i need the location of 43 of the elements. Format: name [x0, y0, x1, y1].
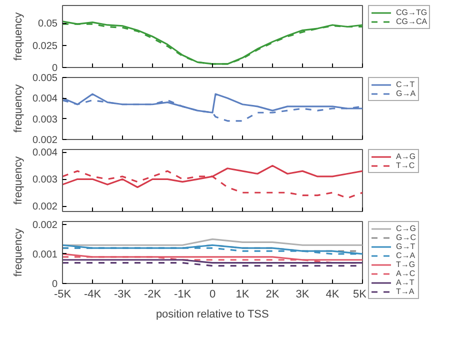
- y-tick-label: 0.002: [32, 135, 58, 146]
- legend-label: CG→CA: [396, 17, 428, 26]
- x-tick-label: -5K: [54, 288, 72, 300]
- y-tick-label: 0.004: [32, 148, 58, 159]
- y-tick-label: 0.004: [32, 94, 58, 105]
- y-tick-label: 0.005: [32, 73, 58, 84]
- y-tick-label: 0.001: [32, 249, 58, 260]
- x-tick-label: -2K: [144, 288, 162, 300]
- legend-label: C→T: [396, 80, 416, 89]
- legend-label: C→G: [396, 224, 416, 233]
- x-tick-label: -3K: [114, 288, 132, 300]
- y-axis-title: frequency: [12, 84, 24, 133]
- legend-label: G→C: [396, 233, 416, 242]
- x-tick-label: 0: [209, 288, 216, 300]
- legend-label: A→T: [396, 278, 416, 287]
- x-axis-title: position relative to TSS: [156, 308, 269, 320]
- x-tick-label: 1K: [236, 288, 250, 300]
- y-tick-label: 0.002: [32, 220, 58, 231]
- y-tick-label: 0.003: [32, 174, 58, 186]
- legend-label: G→A: [396, 89, 416, 98]
- y-axis-title: frequency: [12, 12, 24, 61]
- y-tick-label: 0.05: [38, 18, 58, 30]
- legend-label: A→G: [396, 152, 416, 161]
- y-tick-label: 0.003: [32, 114, 58, 126]
- legend-label: T→A: [396, 287, 416, 296]
- x-tick-label: 5K: [353, 288, 368, 300]
- legend-label: T→C: [396, 161, 416, 170]
- y-axis-title: frequency: [12, 156, 24, 205]
- x-tick-label: -1K: [174, 288, 192, 300]
- y-tick-label: 0.025: [32, 40, 58, 52]
- x-tick-label: 3K: [296, 288, 310, 300]
- legend-label: A→C: [396, 269, 416, 278]
- y-tick-label: 0: [52, 63, 58, 74]
- x-tick-label: 4K: [326, 288, 340, 300]
- legend-label: T→G: [396, 260, 416, 269]
- x-tick-label: 2K: [266, 288, 280, 300]
- y-axis-title: frequency: [12, 228, 24, 277]
- y-tick-label: 0: [52, 279, 58, 290]
- legend-label: C→A: [396, 251, 416, 260]
- x-tick-label: -4K: [84, 288, 102, 300]
- y-tick-label: 0.002: [32, 202, 58, 213]
- legend-label: G→T: [396, 242, 416, 251]
- legend-label: CG→TG: [396, 8, 428, 17]
